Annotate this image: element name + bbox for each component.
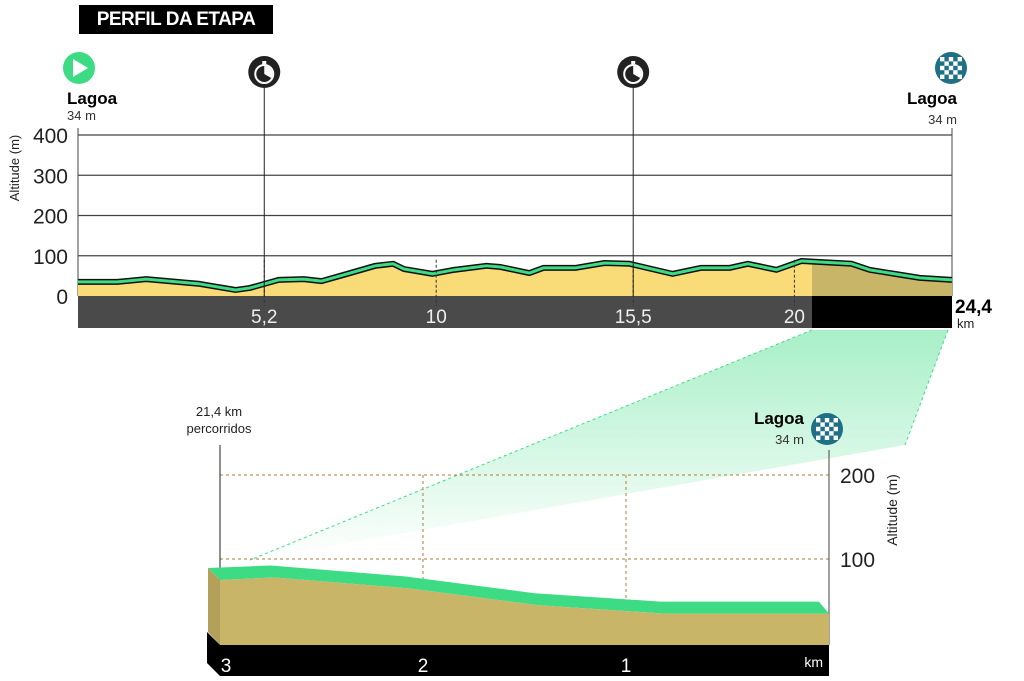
flag-square (948, 65, 954, 71)
start-name: Lagoa (67, 89, 118, 108)
flag-square (948, 57, 954, 62)
zoom-guide-line (904, 329, 949, 446)
zoom-km-unit: km (804, 654, 823, 670)
start-altitude: 34 m (67, 108, 96, 123)
flag-square (816, 426, 821, 432)
zoom-finish-altitude: 34 m (775, 432, 804, 447)
flag-square (953, 61, 958, 66)
flag-square (944, 61, 949, 66)
zoom-x-tick-label: 3 (221, 656, 232, 677)
stopwatch-face (623, 64, 644, 84)
zoom-wedge (250, 330, 948, 560)
finish-altitude: 34 m (928, 112, 957, 127)
x-tick-label: 10 (426, 307, 447, 328)
x-tick-label: 5,2 (251, 307, 277, 328)
flag-square (940, 57, 945, 62)
y-tick-label: 400 (33, 125, 68, 148)
x-tick-label: 15,5 (615, 307, 652, 328)
zoom-finish-name: Lagoa (754, 409, 805, 428)
zoom-y-tick-label: 200 (840, 465, 875, 488)
flag-square (824, 435, 830, 440)
flag-square (957, 74, 962, 79)
stopwatch-hand (264, 65, 273, 78)
flag-square (816, 418, 821, 423)
zoom-profile-top (208, 565, 829, 614)
stopwatch-hand (633, 65, 642, 78)
stopwatch-face (254, 64, 275, 84)
profile-area-final-km (812, 261, 952, 296)
finish-name: Lagoa (907, 89, 958, 108)
y-tick-label: 0 (56, 286, 68, 309)
zoom-x-tick-label: 2 (418, 656, 429, 677)
zoom-start-note: percorridos (186, 421, 252, 436)
flag-square (829, 431, 834, 436)
flag-square (833, 426, 838, 432)
zoom-x-tick-label: 1 (621, 656, 632, 677)
zoom-y-axis-label: Altitude (m) (884, 474, 900, 546)
play-glyph (73, 59, 88, 77)
zoom-y-tick-label: 100 (840, 549, 875, 572)
zoom-guide-line (249, 329, 813, 561)
flag-square (957, 65, 962, 71)
flag-square (940, 74, 945, 79)
flag-square (816, 435, 821, 440)
page-title: PERFIL DA ETAPA (79, 5, 273, 34)
zoom-km-axis-bar (207, 632, 829, 676)
km-axis-bar (78, 296, 812, 328)
total-distance: 24,4 (955, 297, 992, 318)
profile-line (78, 259, 953, 292)
flag-square (824, 426, 830, 432)
flag-square (948, 74, 954, 79)
km-unit: km (957, 316, 974, 331)
zoom-profile-side (208, 568, 220, 645)
flag-square (829, 422, 834, 427)
km-axis-bar-final (812, 296, 952, 328)
y-tick-label: 200 (33, 206, 68, 229)
flag-square (940, 65, 945, 71)
flag-square (944, 70, 949, 75)
flag-square (833, 418, 838, 423)
flag-square (820, 431, 825, 436)
stopwatch-crown (631, 61, 636, 64)
flag-square (824, 418, 830, 423)
y-axis-label: Altitude (m) (7, 135, 22, 201)
flag-square (833, 435, 838, 440)
flag-square (820, 422, 825, 427)
flag-square (953, 70, 958, 75)
y-tick-label: 100 (33, 246, 68, 269)
x-tick-label: 20 (784, 307, 805, 328)
stopwatch-crown (262, 61, 267, 64)
flag-square (957, 57, 962, 62)
y-tick-label: 300 (33, 165, 68, 188)
zoom-start-note: 21,4 km (196, 404, 242, 419)
zoom-profile-area (220, 577, 829, 645)
